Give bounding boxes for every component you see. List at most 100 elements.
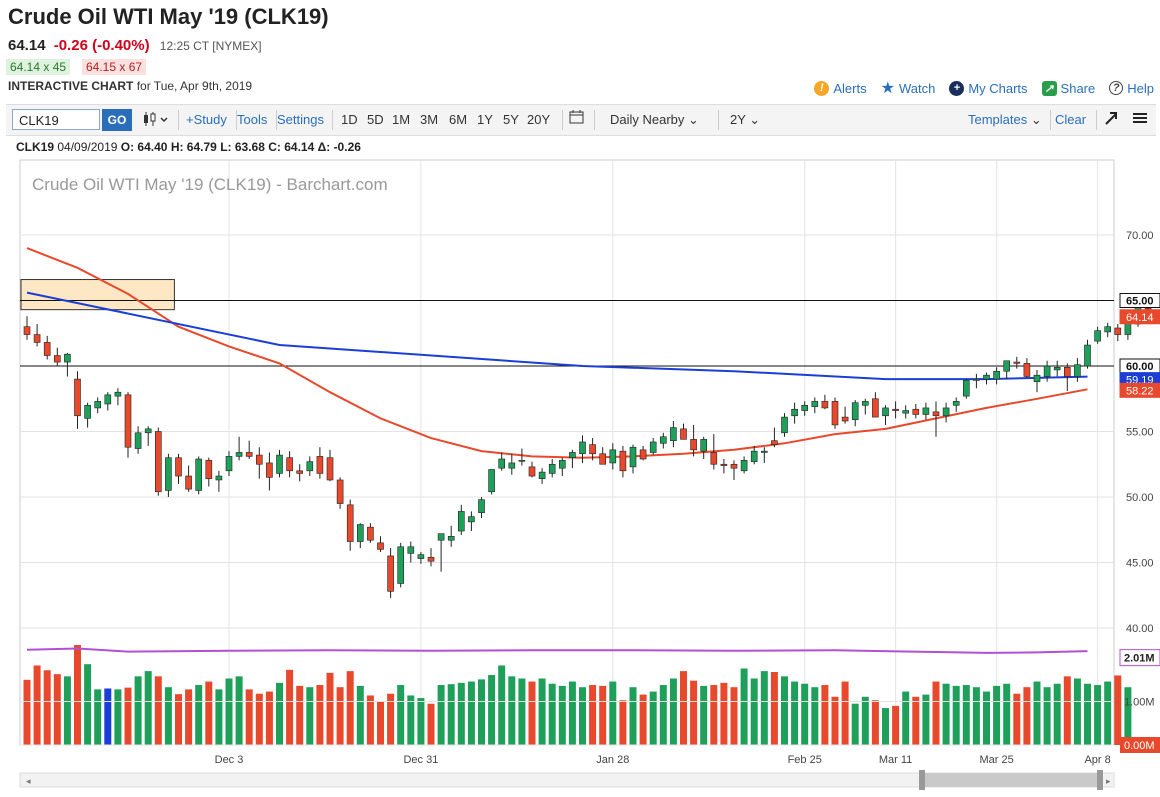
x-tick-label: Jan 28 — [596, 754, 629, 766]
volume-bar — [43, 670, 51, 745]
span-select[interactable]: 2Y ⌄ — [730, 112, 760, 128]
candle-up — [1094, 330, 1101, 342]
volume-bar — [366, 695, 374, 745]
chevron-down-icon: ⌄ — [684, 112, 699, 127]
my-charts-link[interactable]: + My Charts — [949, 80, 1028, 96]
volume-bar — [225, 678, 233, 745]
volume-bar — [437, 685, 445, 745]
candle-up — [457, 511, 465, 532]
scrollbar-thumb[interactable] — [922, 773, 1100, 787]
range-6m[interactable]: 6M — [449, 112, 468, 127]
candle-up — [417, 554, 425, 559]
volume-bar — [255, 693, 263, 745]
volume-bar — [1033, 681, 1041, 745]
price-axis-label: 64.14 — [1126, 312, 1154, 324]
volume-bar — [649, 691, 657, 745]
candle-up — [670, 427, 677, 441]
volume-bar — [235, 676, 243, 745]
volume-bar — [205, 681, 213, 745]
menu-button[interactable] — [1132, 110, 1148, 129]
range-1d[interactable]: 1D — [341, 112, 358, 127]
period-select[interactable]: Daily Nearby ⌄ — [610, 112, 699, 128]
candle-up — [1043, 365, 1051, 377]
candle-up — [882, 407, 889, 417]
clear-button[interactable]: Clear — [1055, 112, 1087, 127]
volume-zero-label-box — [1120, 737, 1160, 753]
volume-bar — [397, 685, 405, 745]
volume-bar — [1114, 675, 1122, 745]
candle-down — [53, 355, 61, 363]
candle-up — [215, 475, 223, 481]
volume-bar — [851, 703, 859, 745]
chart-toolbar: CLK19 GO +Study Tools Settings 1D 5D 1M … — [6, 104, 1156, 136]
volume-bar — [498, 665, 506, 745]
go-button[interactable]: GO — [102, 109, 132, 131]
volume-average-line — [26, 647, 1088, 654]
alerts-link[interactable]: ! Alerts — [814, 80, 867, 96]
my-charts-label: My Charts — [968, 80, 1028, 96]
volume-bar — [629, 687, 637, 745]
watch-link[interactable]: ★ Watch — [881, 78, 936, 98]
candle-up — [861, 401, 869, 406]
candle-up — [225, 456, 233, 472]
volume-last-label-box — [1119, 649, 1160, 667]
volume-bar — [356, 685, 364, 745]
expand-button[interactable] — [1104, 110, 1118, 129]
candle-down — [841, 416, 849, 422]
candle-down — [821, 401, 829, 409]
candle-down — [1064, 367, 1071, 377]
volume-bar — [740, 668, 748, 745]
short-moving-average-line — [26, 247, 1088, 459]
help-icon: ? — [1109, 81, 1124, 95]
volume-bar — [1124, 687, 1132, 745]
volume-bar — [164, 687, 172, 745]
candle-up — [609, 449, 617, 464]
share-link[interactable]: ↗ Share — [1041, 80, 1095, 96]
candle-down — [528, 466, 536, 477]
volume-bar — [720, 682, 728, 745]
range-5y[interactable]: 5Y — [503, 112, 519, 127]
volume-bar — [134, 676, 142, 745]
candlestick-type-button[interactable] — [142, 110, 172, 131]
symbol-input[interactable]: CLK19 — [12, 109, 100, 130]
time-scrollbar[interactable] — [19, 772, 1115, 788]
templates-button[interactable]: Templates ⌄ — [968, 112, 1042, 128]
scrollbar-left-handle[interactable] — [919, 770, 925, 790]
candle-up — [84, 404, 91, 419]
candle-down — [74, 378, 81, 417]
range-1m[interactable]: 1M — [392, 112, 411, 127]
scrollbar-right-handle[interactable] — [1097, 770, 1103, 790]
volume-bar — [407, 695, 415, 745]
volume-bar — [215, 689, 223, 745]
page-title: Crude Oil WTI May '19 (CLK19) — [8, 4, 329, 29]
volume-bar — [639, 694, 647, 745]
chart-subtitle: INTERACTIVE CHART for Tue, Apr 9th, 2019 — [8, 79, 252, 93]
range-3m[interactable]: 3M — [420, 112, 439, 127]
volume-bar — [1073, 678, 1081, 745]
candle-down — [255, 454, 263, 465]
calendar-button[interactable] — [569, 109, 585, 128]
volume-bar — [1053, 683, 1061, 745]
add-study-button[interactable]: +Study — [186, 112, 227, 127]
help-label: Help — [1127, 80, 1154, 96]
range-20y[interactable]: 20Y — [527, 112, 551, 127]
range-1y[interactable]: 1Y — [477, 112, 493, 127]
ohlc-low: L: 63.68 — [220, 140, 265, 154]
tools-button[interactable]: Tools — [237, 112, 268, 127]
candle-up — [134, 432, 142, 449]
candle-up — [104, 394, 112, 405]
help-link[interactable]: ? Help — [1109, 81, 1154, 96]
candle-up — [811, 401, 819, 407]
settings-button[interactable]: Settings — [277, 112, 324, 127]
candle-up — [498, 458, 506, 469]
candle-up — [1003, 360, 1011, 372]
candle-down — [245, 452, 253, 457]
volume-bar — [680, 671, 687, 745]
range-5d[interactable]: 5D — [367, 112, 384, 127]
volume-bar — [336, 687, 344, 745]
candle-down — [427, 556, 435, 562]
volume-bar — [730, 687, 738, 745]
volume-bar — [1043, 687, 1051, 745]
quote-time: 12:25 CT [NYMEX] — [159, 39, 262, 53]
